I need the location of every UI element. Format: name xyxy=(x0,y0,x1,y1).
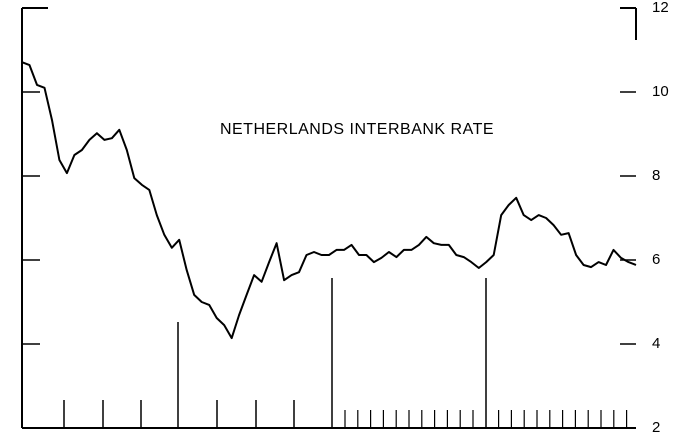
y-tick-label: 12 xyxy=(652,0,669,16)
x-ticks xyxy=(63,278,628,428)
y-tick-label: 10 xyxy=(652,83,669,100)
y-tick-label: 6 xyxy=(652,251,660,268)
data-line xyxy=(21,61,637,340)
y-tick-label: 8 xyxy=(652,167,660,184)
chart-title: NETHERLANDS INTERBANK RATE xyxy=(220,121,494,138)
y-tick-label: 2 xyxy=(652,419,660,436)
y-tick-label: 4 xyxy=(652,335,660,352)
